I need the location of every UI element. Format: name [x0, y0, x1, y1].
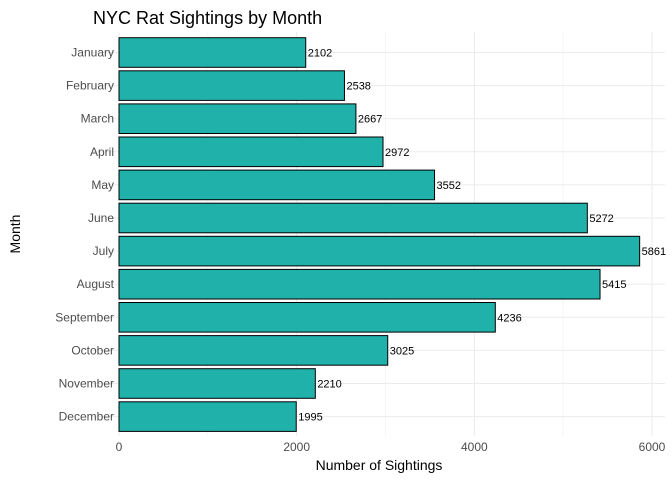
- data-labels: 2102 2538 2667 2972 3552 5272 5861 5415 4236 3025…: [298, 48, 666, 424]
- y-tick-label: August: [77, 277, 115, 291]
- data-label-october: 3025: [390, 345, 414, 357]
- bar-april: [118, 136, 384, 168]
- data-label-may: 3552: [437, 180, 461, 192]
- x-tick-label: 6000: [639, 440, 666, 454]
- y-tick-label: February: [66, 79, 114, 93]
- bar-january: [118, 37, 307, 68]
- y-tick-label: March: [81, 112, 114, 126]
- bar-march: [118, 103, 357, 135]
- y-axis-title: Month: [7, 215, 23, 254]
- data-label-june: 5272: [589, 213, 613, 225]
- data-label-july: 5861: [642, 246, 666, 258]
- bars: [118, 37, 641, 432]
- bar-august: [118, 268, 601, 300]
- y-tick-label: May: [91, 178, 114, 192]
- chart-title: NYC Rat Sightings by Month: [93, 8, 322, 28]
- bar-june: [118, 202, 588, 234]
- data-label-september: 4236: [497, 312, 521, 324]
- x-tick-label: 0: [116, 440, 123, 454]
- y-tick-label: January: [71, 46, 114, 60]
- y-tick-label: September: [55, 310, 114, 324]
- bar-october: [118, 335, 389, 366]
- x-tick-label: 2000: [283, 440, 310, 454]
- y-tick-label: October: [71, 343, 114, 357]
- data-label-december: 1995: [298, 412, 322, 424]
- x-tick-label: 4000: [461, 440, 488, 454]
- y-tick-label: July: [93, 244, 114, 258]
- y-tick-label: June: [88, 211, 114, 225]
- y-tick-label: April: [90, 145, 114, 159]
- bar-july: [118, 235, 641, 267]
- data-label-january: 2102: [308, 48, 332, 60]
- x-axis-title: Number of Sightings: [316, 457, 443, 473]
- bar-september: [118, 302, 496, 333]
- data-label-february: 2538: [346, 81, 370, 93]
- data-label-march: 2667: [358, 114, 382, 126]
- bar-november: [118, 368, 316, 399]
- x-axis-ticks: 0 2000 4000 6000: [116, 440, 666, 454]
- y-axis-ticks: January February March April May June July Augu…: [55, 46, 114, 424]
- bar-may: [118, 169, 436, 201]
- bar-december: [118, 401, 297, 432]
- bar-february: [118, 70, 345, 101]
- data-label-november: 2210: [317, 379, 341, 391]
- data-label-april: 2972: [385, 147, 409, 159]
- data-label-august: 5415: [602, 279, 626, 291]
- y-tick-label: December: [59, 410, 114, 424]
- y-tick-label: November: [59, 377, 114, 391]
